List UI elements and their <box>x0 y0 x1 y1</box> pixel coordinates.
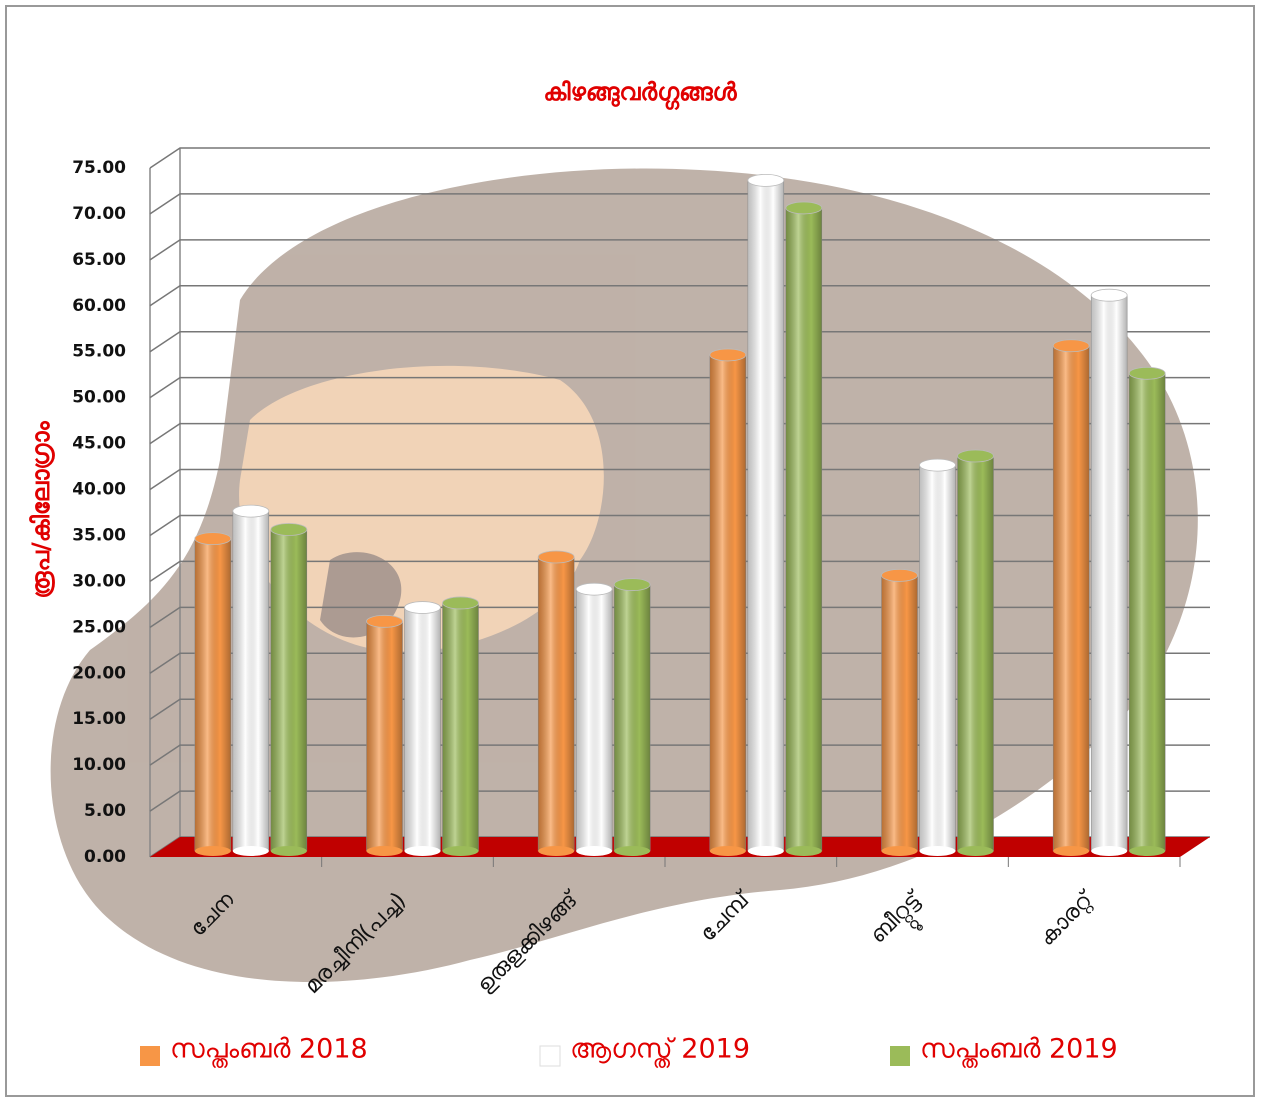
bar-base <box>1129 846 1166 856</box>
legend-label: സപ്തംബർ 2019 <box>920 1034 1118 1069</box>
bar-cap <box>404 601 441 614</box>
y-tick-label: 70.00 <box>72 204 126 224</box>
bar-shade <box>919 465 956 851</box>
bar-base <box>538 846 575 856</box>
grid-line <box>149 376 1210 399</box>
bar-shade <box>576 589 613 851</box>
grid-line <box>149 147 1210 169</box>
bar-cap <box>1052 339 1090 353</box>
bar-base <box>919 846 956 856</box>
y-tick-label: 65.00 <box>72 250 126 270</box>
bar-cap <box>194 532 232 546</box>
bar-shade <box>366 621 403 851</box>
bar-cap <box>709 348 747 362</box>
bar-cap <box>366 614 403 628</box>
grid-line <box>149 790 1210 812</box>
grid-line <box>149 468 1210 491</box>
grid-line <box>149 239 1210 261</box>
grid-line <box>149 652 1210 674</box>
grid-line <box>149 330 1210 353</box>
bar-cap <box>1090 288 1128 302</box>
bar-base <box>270 846 307 856</box>
y-tick-label: 0.00 <box>84 847 126 867</box>
y-tick-label: 40.00 <box>72 480 126 500</box>
bar-shade <box>442 602 479 851</box>
legend-swatch <box>890 1046 910 1066</box>
bar-cap <box>575 582 613 596</box>
y-tick-label: 50.00 <box>72 388 126 408</box>
bar-cap <box>881 569 918 582</box>
bar-base <box>232 846 269 856</box>
bar-base <box>194 846 231 856</box>
grid-line <box>149 560 1210 583</box>
chart-title: കിഴങ്ങുവർഗ്ഗങ്ങൾ <box>543 78 737 111</box>
y-tick-label: 5.00 <box>84 801 126 821</box>
bar-shade <box>1129 373 1166 851</box>
y-tick-label: 45.00 <box>72 434 126 454</box>
floor <box>150 837 1210 857</box>
grid-line <box>149 698 1210 720</box>
grid-line <box>149 285 1210 307</box>
bar-shade <box>957 455 994 851</box>
bar-shade <box>404 607 441 851</box>
grid-line <box>149 422 1210 445</box>
bar-base <box>957 846 994 856</box>
bar-cap <box>785 201 823 215</box>
y-tick-label: 55.00 <box>72 342 126 362</box>
bar-cap <box>613 578 651 591</box>
legend-label: ആഗസ്ത് 2019 <box>570 1034 750 1069</box>
grid-line <box>149 193 1210 215</box>
bar-shade <box>538 557 575 851</box>
legend-swatch <box>140 1046 160 1066</box>
bar-base <box>442 846 479 856</box>
bar-cap <box>232 504 270 518</box>
bar-cap <box>747 173 785 187</box>
y-tick-label: 60.00 <box>72 296 126 316</box>
bar-shade <box>785 207 822 851</box>
bar-cap <box>270 523 308 536</box>
legend-label: സപ്തംബർ 2018 <box>170 1034 368 1069</box>
bar-base <box>1091 846 1128 856</box>
bar-base <box>785 846 822 856</box>
bar-cap <box>442 596 479 610</box>
y-tick-label: 30.00 <box>72 571 126 591</box>
y-tick-label: 20.00 <box>72 663 126 683</box>
bar-base <box>747 846 784 856</box>
grid-line <box>149 606 1210 628</box>
bar-shade <box>881 575 918 851</box>
bar-shade <box>709 354 746 851</box>
bar-cap <box>957 449 994 463</box>
bar-shade <box>1091 295 1128 851</box>
bar-cap <box>1128 366 1166 380</box>
y-tick-label: 10.00 <box>72 755 126 775</box>
bar-base <box>614 846 651 856</box>
bar-cap <box>537 550 575 564</box>
bar-base <box>576 846 613 856</box>
y-tick-label: 25.00 <box>72 617 126 637</box>
bar-shade <box>232 511 269 851</box>
grid-line <box>149 514 1210 537</box>
bar-shade <box>270 529 307 851</box>
bar-shade <box>1053 345 1090 851</box>
y-tick-label: 75.00 <box>72 158 126 178</box>
y-axis-label: രൂപ/കിലോഗ്രാം <box>27 420 55 598</box>
bar-shade <box>747 180 784 851</box>
bar-base <box>404 846 441 856</box>
grid-line <box>149 744 1210 766</box>
y-tick-label: 35.00 <box>72 525 126 545</box>
bar-cap <box>919 458 956 472</box>
bar-base <box>709 846 746 856</box>
legend-swatch <box>539 1045 561 1067</box>
bar-base <box>881 846 918 856</box>
bar-base <box>366 846 403 856</box>
bar-shade <box>614 584 651 851</box>
bar-base <box>1053 846 1090 856</box>
bar-shade <box>194 538 231 851</box>
y-tick-label: 15.00 <box>72 709 126 729</box>
